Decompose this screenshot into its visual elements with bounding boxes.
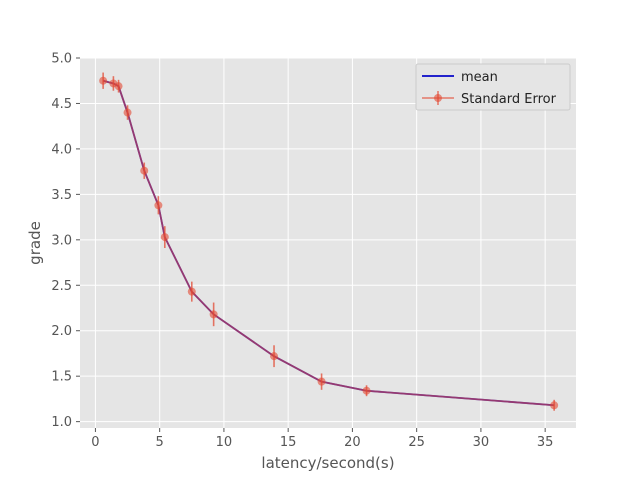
legend: mean Standard Error [415, 63, 571, 111]
x-tick-label: 15 [280, 435, 297, 450]
error-point-marker [362, 386, 371, 395]
x-tick-label: 30 [473, 435, 490, 450]
x-tick-label: 20 [344, 435, 361, 450]
x-tick-label: 35 [537, 435, 554, 450]
error-point-marker [209, 310, 218, 319]
y-tick-label: 3.0 [51, 233, 72, 248]
y-tick-label: 2.0 [51, 324, 72, 339]
x-tick-label: 0 [91, 435, 99, 450]
error-point-marker [270, 352, 279, 361]
x-axis-title: latency/second(s) [261, 454, 394, 472]
y-tick-label: 4.5 [51, 97, 72, 112]
y-axis-title: grade [26, 221, 44, 265]
y-tick-label: 4.0 [51, 142, 72, 157]
legend-error-label: Standard Error [461, 92, 557, 107]
error-point-marker [317, 377, 326, 386]
legend-box [415, 63, 571, 111]
error-point-marker [187, 287, 196, 296]
error-point-marker [123, 108, 132, 117]
error-point-marker [140, 166, 149, 175]
x-tick-label: 10 [216, 435, 233, 450]
x-tick-label: 25 [408, 435, 425, 450]
error-point-marker [154, 201, 163, 210]
y-tick-label: 1.5 [51, 370, 72, 385]
legend-mean-label: mean [461, 70, 498, 85]
y-axis-ticks: 1.0 1.5 2.0 2.5 3.0 3.5 4.0 4.5 5.0 [51, 52, 80, 430]
x-tick-label: 5 [156, 435, 164, 450]
error-point-marker [550, 401, 559, 410]
y-tick-label: 3.5 [51, 188, 72, 203]
y-tick-label: 2.5 [51, 279, 72, 294]
error-point-marker [114, 82, 123, 91]
error-point-marker [160, 233, 169, 242]
legend-error-swatch-marker [434, 94, 442, 102]
x-axis-ticks: 0 5 10 15 20 25 30 35 [91, 428, 553, 450]
plot-area [80, 58, 576, 428]
y-tick-label: 1.0 [51, 415, 72, 430]
series-layer [99, 72, 559, 411]
y-tick-label: 5.0 [51, 52, 72, 67]
grid [80, 57, 576, 428]
error-point-marker [99, 76, 108, 85]
